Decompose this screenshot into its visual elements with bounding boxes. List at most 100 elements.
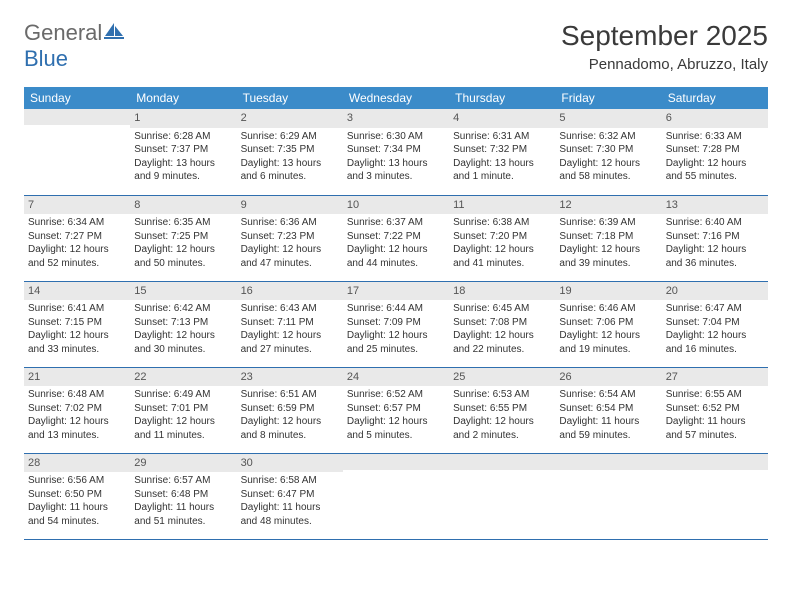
day-details: Sunrise: 6:35 AM Sunset: 7:25 PM Dayligh…: [134, 216, 232, 270]
day-number: 4: [449, 109, 555, 128]
day-number: 18: [449, 282, 555, 301]
weekday-header: Tuesday: [237, 87, 343, 109]
day-details: Sunrise: 6:42 AM Sunset: 7:13 PM Dayligh…: [134, 302, 232, 356]
day-details: Sunrise: 6:45 AM Sunset: 7:08 PM Dayligh…: [453, 302, 551, 356]
day-number: 26: [555, 368, 661, 387]
empty-day-head: [449, 454, 555, 470]
calendar-day-cell: 20Sunrise: 6:47 AM Sunset: 7:04 PM Dayli…: [662, 281, 768, 367]
calendar-day-cell: 22Sunrise: 6:49 AM Sunset: 7:01 PM Dayli…: [130, 367, 236, 453]
weekday-header: Wednesday: [343, 87, 449, 109]
calendar-week-row: 21Sunrise: 6:48 AM Sunset: 7:02 PM Dayli…: [24, 367, 768, 453]
logo-gray: General: [24, 20, 102, 45]
day-details: Sunrise: 6:53 AM Sunset: 6:55 PM Dayligh…: [453, 388, 551, 442]
empty-day-head: [662, 454, 768, 470]
calendar-day-cell: [343, 453, 449, 539]
calendar-day-cell: 1 Sunrise: 6:28 AM Sunset: 7:37 PM Daylig…: [130, 109, 236, 195]
empty-day-head: [343, 454, 449, 470]
day-number: 7: [24, 196, 130, 215]
calendar-day-cell: 11Sunrise: 6:38 AM Sunset: 7:20 PM Dayli…: [449, 195, 555, 281]
day-number: 11: [449, 196, 555, 215]
day-number: 16: [237, 282, 343, 301]
day-number: 6: [662, 109, 768, 128]
logo-text: General Blue: [24, 20, 126, 72]
day-details: Sunrise: 6:33 AM Sunset: 7:28 PM Dayligh…: [666, 130, 764, 184]
calendar-day-cell: 28Sunrise: 6:56 AM Sunset: 6:50 PM Dayli…: [24, 453, 130, 539]
calendar-day-cell: 21Sunrise: 6:48 AM Sunset: 7:02 PM Dayli…: [24, 367, 130, 453]
calendar-day-cell: 30Sunrise: 6:58 AM Sunset: 6:47 PM Dayli…: [237, 453, 343, 539]
day-details: Sunrise: 6:56 AM Sunset: 6:50 PM Dayligh…: [28, 474, 126, 528]
day-number: 14: [24, 282, 130, 301]
calendar-day-cell: 9Sunrise: 6:36 AM Sunset: 7:23 PM Daylig…: [237, 195, 343, 281]
calendar-day-cell: 25Sunrise: 6:53 AM Sunset: 6:55 PM Dayli…: [449, 367, 555, 453]
calendar-day-cell: 15Sunrise: 6:42 AM Sunset: 7:13 PM Dayli…: [130, 281, 236, 367]
calendar-day-cell: 29Sunrise: 6:57 AM Sunset: 6:48 PM Dayli…: [130, 453, 236, 539]
day-number: 28: [24, 454, 130, 473]
day-details: Sunrise: 6:57 AM Sunset: 6:48 PM Dayligh…: [134, 474, 232, 528]
day-details: Sunrise: 6:58 AM Sunset: 6:47 PM Dayligh…: [241, 474, 339, 528]
day-details: Sunrise: 6:47 AM Sunset: 7:04 PM Dayligh…: [666, 302, 764, 356]
calendar-day-cell: 14Sunrise: 6:41 AM Sunset: 7:15 PM Dayli…: [24, 281, 130, 367]
header: General Blue September 2025 Pennadomo, A…: [24, 20, 768, 73]
calendar-day-cell: [555, 453, 661, 539]
day-details: Sunrise: 6:29 AM Sunset: 7:35 PM Dayligh…: [241, 130, 339, 184]
day-number: 19: [555, 282, 661, 301]
day-number: 20: [662, 282, 768, 301]
title-block: September 2025 Pennadomo, Abruzzo, Italy: [561, 20, 768, 73]
calendar-day-cell: 2 Sunrise: 6:29 AM Sunset: 7:35 PM Daylig…: [237, 109, 343, 195]
logo-sail-icon: [104, 20, 126, 46]
day-number: 2: [237, 109, 343, 128]
day-details: Sunrise: 6:30 AM Sunset: 7:34 PM Dayligh…: [347, 130, 445, 184]
weekday-header: Thursday: [449, 87, 555, 109]
day-details: Sunrise: 6:39 AM Sunset: 7:18 PM Dayligh…: [559, 216, 657, 270]
weekday-header: Saturday: [662, 87, 768, 109]
weekday-header: Sunday: [24, 87, 130, 109]
calendar-week-row: 28Sunrise: 6:56 AM Sunset: 6:50 PM Dayli…: [24, 453, 768, 539]
day-number: 1: [130, 109, 236, 128]
calendar-week-row: 7Sunrise: 6:34 AM Sunset: 7:27 PM Daylig…: [24, 195, 768, 281]
day-details: Sunrise: 6:40 AM Sunset: 7:16 PM Dayligh…: [666, 216, 764, 270]
day-number: 25: [449, 368, 555, 387]
calendar-day-cell: 27Sunrise: 6:55 AM Sunset: 6:52 PM Dayli…: [662, 367, 768, 453]
calendar-day-cell: 12Sunrise: 6:39 AM Sunset: 7:18 PM Dayli…: [555, 195, 661, 281]
calendar-day-cell: [24, 109, 130, 195]
location: Pennadomo, Abruzzo, Italy: [561, 56, 768, 73]
calendar-day-cell: 26Sunrise: 6:54 AM Sunset: 6:54 PM Dayli…: [555, 367, 661, 453]
calendar-day-cell: 3 Sunrise: 6:30 AM Sunset: 7:34 PM Daylig…: [343, 109, 449, 195]
weekday-header-row: SundayMondayTuesdayWednesdayThursdayFrid…: [24, 87, 768, 109]
calendar-day-cell: 23Sunrise: 6:51 AM Sunset: 6:59 PM Dayli…: [237, 367, 343, 453]
empty-day-head: [24, 109, 130, 125]
calendar-week-row: 14Sunrise: 6:41 AM Sunset: 7:15 PM Dayli…: [24, 281, 768, 367]
day-number: 21: [24, 368, 130, 387]
calendar-table: SundayMondayTuesdayWednesdayThursdayFrid…: [24, 87, 768, 540]
calendar-day-cell: 6 Sunrise: 6:33 AM Sunset: 7:28 PM Daylig…: [662, 109, 768, 195]
day-details: Sunrise: 6:32 AM Sunset: 7:30 PM Dayligh…: [559, 130, 657, 184]
calendar-day-cell: 19Sunrise: 6:46 AM Sunset: 7:06 PM Dayli…: [555, 281, 661, 367]
day-number: 30: [237, 454, 343, 473]
calendar-day-cell: 5Sunrise: 6:32 AM Sunset: 7:30 PM Daylig…: [555, 109, 661, 195]
calendar-day-cell: 13Sunrise: 6:40 AM Sunset: 7:16 PM Dayli…: [662, 195, 768, 281]
calendar-day-cell: 4Sunrise: 6:31 AM Sunset: 7:32 PM Daylig…: [449, 109, 555, 195]
month-title: September 2025: [561, 20, 768, 52]
logo: General Blue: [24, 20, 126, 72]
day-details: Sunrise: 6:34 AM Sunset: 7:27 PM Dayligh…: [28, 216, 126, 270]
day-details: Sunrise: 6:54 AM Sunset: 6:54 PM Dayligh…: [559, 388, 657, 442]
day-number: 12: [555, 196, 661, 215]
day-details: Sunrise: 6:36 AM Sunset: 7:23 PM Dayligh…: [241, 216, 339, 270]
calendar-day-cell: 16Sunrise: 6:43 AM Sunset: 7:11 PM Dayli…: [237, 281, 343, 367]
day-number: 27: [662, 368, 768, 387]
day-details: Sunrise: 6:28 AM Sunset: 7:37 PM Dayligh…: [134, 130, 232, 184]
calendar-body: 1 Sunrise: 6:28 AM Sunset: 7:37 PM Daylig…: [24, 109, 768, 539]
day-number: 17: [343, 282, 449, 301]
day-details: Sunrise: 6:55 AM Sunset: 6:52 PM Dayligh…: [666, 388, 764, 442]
calendar-day-cell: 18Sunrise: 6:45 AM Sunset: 7:08 PM Dayli…: [449, 281, 555, 367]
calendar-day-cell: 7Sunrise: 6:34 AM Sunset: 7:27 PM Daylig…: [24, 195, 130, 281]
calendar-day-cell: 10Sunrise: 6:37 AM Sunset: 7:22 PM Dayli…: [343, 195, 449, 281]
day-details: Sunrise: 6:51 AM Sunset: 6:59 PM Dayligh…: [241, 388, 339, 442]
day-number: 15: [130, 282, 236, 301]
calendar-day-cell: 17Sunrise: 6:44 AM Sunset: 7:09 PM Dayli…: [343, 281, 449, 367]
day-number: 29: [130, 454, 236, 473]
calendar-week-row: 1 Sunrise: 6:28 AM Sunset: 7:37 PM Daylig…: [24, 109, 768, 195]
calendar-day-cell: [449, 453, 555, 539]
day-number: 3: [343, 109, 449, 128]
day-number: 8: [130, 196, 236, 215]
